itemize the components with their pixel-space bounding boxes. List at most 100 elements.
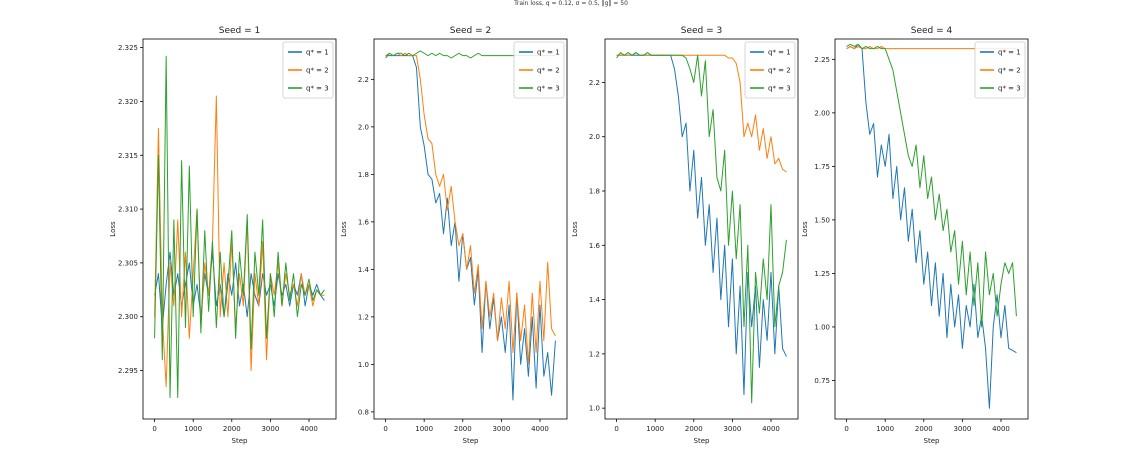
panel-4-ytick-label: 0.75 — [814, 377, 830, 385]
panel-2-xtick-label: 1000 — [415, 425, 433, 433]
panel-2-ytick-label: 1.2 — [358, 313, 369, 321]
panel-1-ytick-label: 2.300 — [118, 313, 138, 321]
panel-4-ylabel: Loss — [801, 221, 809, 237]
panel-1-xtick-label: 2000 — [223, 425, 241, 433]
panel-3-xtick-label: 0 — [614, 425, 618, 433]
panel-2-legend: q* = 1 q* = 2 q* = 3 — [513, 41, 565, 99]
panel-3-ytick-label: 2.2 — [589, 79, 600, 87]
panel-3-legend-label-q3: q* = 3 — [768, 85, 791, 93]
panel-4-ytick-label: 2.00 — [814, 109, 830, 117]
panel-2-ytick-label: 1.6 — [358, 218, 370, 226]
panel-4-legend: q* = 1 q* = 2 q* = 3 — [974, 41, 1026, 99]
panel-4-xtick-label: 0 — [844, 425, 848, 433]
panel-3: Seed = 3 0 1000 2000 3000 4000 1.0 1.2 1.4 1.6 1.8… — [571, 26, 799, 445]
panel-4-xtick-label: 4000 — [992, 425, 1010, 433]
panel-2-ytick-label: 0.8 — [358, 408, 369, 416]
panel-3-xtick-label: 1000 — [646, 425, 664, 433]
panel-1-legend: q* = 1 q* = 2 q* = 3 — [282, 41, 334, 99]
panel-3-ytick-label: 1.6 — [589, 242, 601, 250]
panel-3-ytick-label: 1.8 — [589, 188, 600, 196]
panel-1-ytick-label: 2.310 — [118, 206, 138, 214]
panel-2-xtick-label: 0 — [383, 425, 387, 433]
panel-3-ytick-label: 1.2 — [589, 350, 600, 358]
panel-4-legend-label-q2: q* = 2 — [998, 67, 1021, 75]
panel-4-xtick-label: 1000 — [876, 425, 894, 433]
figure-suptitle: Train loss, q = 0.12, σ = 0.5, ‖g‖ = 50 — [514, 0, 628, 7]
panel-1-xtick-label: 0 — [152, 425, 156, 433]
panel-1-legend-label-q1: q* = 1 — [306, 49, 329, 57]
panel-1-xtick-label: 3000 — [261, 425, 279, 433]
panel-2-ytick-label: 2.0 — [358, 123, 369, 131]
panel-3-line-q2 — [616, 52, 787, 173]
panel-4-ytick-label: 1.50 — [814, 216, 830, 224]
panel-1-ylabel: Loss — [109, 221, 117, 237]
panel-2-xlabel: Step — [463, 437, 479, 445]
panel-4-legend-label-q1: q* = 1 — [998, 49, 1021, 57]
panel-1-legend-label-q2: q* = 2 — [306, 67, 329, 75]
panel-2-ylabel: Loss — [340, 221, 348, 237]
panel-4-line-q1 — [846, 43, 1017, 409]
panel-4-ytick-label: 1.25 — [814, 270, 830, 278]
panel-2-xtick-label: 3000 — [492, 425, 510, 433]
panel-3-ytick-label: 1.0 — [589, 405, 600, 413]
panel-3-title: Seed = 3 — [681, 26, 723, 36]
panel-1-legend-box — [282, 41, 334, 99]
panel-1: Seed = 1 0 1000 2000 3000 4000 2.295 2.300 2.305… — [109, 26, 337, 445]
panel-1-ytick-label: 2.315 — [118, 152, 138, 160]
panel-1-xtick-label: 1000 — [184, 425, 202, 433]
panel-1-line-q3 — [154, 55, 325, 398]
panel-1-title: Seed = 1 — [219, 26, 261, 36]
panel-4-ytick-label: 1.00 — [814, 323, 830, 331]
panel-2-legend-label-q1: q* = 1 — [537, 49, 560, 57]
panel-2-ytick-label: 1.4 — [358, 266, 370, 274]
panel-2-line-q2 — [385, 52, 556, 365]
panel-2-ytick-label: 1.8 — [358, 171, 369, 179]
panel-1-ytick-label: 2.320 — [118, 98, 138, 106]
panel-2-ytick-label: 2.2 — [358, 76, 369, 84]
panel-3-legend-label-q1: q* = 1 — [768, 49, 791, 57]
panel-2-legend-label-q3: q* = 3 — [537, 85, 560, 93]
panel-4-xtick-label: 2000 — [915, 425, 933, 433]
panel-1-xlabel: Step — [232, 437, 248, 445]
panel-3-legend: q* = 1 q* = 2 q* = 3 — [744, 41, 796, 99]
panel-4-line-q3 — [846, 43, 1017, 328]
panel-3-xtick-label: 3000 — [723, 425, 741, 433]
panel-2-ytick-label: 1.0 — [358, 361, 369, 369]
panel-3-ylabel: Loss — [571, 221, 579, 237]
panel-4-legend-box — [974, 41, 1026, 99]
panel-4-frame — [834, 38, 1029, 420]
panel-2-legend-label-q2: q* = 2 — [537, 67, 560, 75]
panel-2-frame — [373, 38, 568, 420]
panel-2-title: Seed = 2 — [450, 26, 492, 36]
panel-1-ytick-label: 2.325 — [118, 44, 138, 52]
panel-4-xlabel: Step — [924, 437, 940, 445]
panel-1-frame — [142, 38, 337, 420]
panel-4-ytick-label: 2.25 — [814, 56, 830, 64]
panel-3-ytick-label: 1.4 — [589, 296, 601, 304]
panel-2-xtick-label: 2000 — [454, 425, 472, 433]
panel-2-legend-box — [513, 41, 565, 99]
panel-4-legend-label-q3: q* = 3 — [998, 85, 1021, 93]
panel-3-ytick-label: 2.0 — [589, 133, 600, 141]
panel-3-frame — [604, 38, 799, 420]
panel-2: Seed = 2 0 1000 2000 3000 4000 0.8 1.0 1.2 1.4 1.6… — [340, 26, 568, 445]
panel-2-line-q1 — [385, 55, 556, 401]
panel-1-ytick-label: 2.295 — [118, 367, 138, 375]
panel-2-xtick-label: 4000 — [531, 425, 549, 433]
panel-3-line-q3 — [616, 52, 787, 404]
panel-4: Seed = 4 0 1000 2000 3000 4000 0.75 1.00 1.25 1.5… — [801, 26, 1029, 445]
panel-1-xtick-label: 4000 — [300, 425, 318, 433]
panel-1-legend-label-q3: q* = 3 — [306, 85, 329, 93]
panel-4-ytick-label: 1.75 — [814, 163, 830, 171]
panel-3-legend-label-q2: q* = 2 — [768, 67, 791, 75]
panel-3-legend-box — [744, 41, 796, 99]
panel-3-xtick-label: 4000 — [762, 425, 780, 433]
panel-3-xtick-label: 2000 — [685, 425, 703, 433]
panel-4-title: Seed = 4 — [911, 26, 953, 36]
panel-3-xlabel: Step — [694, 437, 710, 445]
panel-3-line-q1 — [616, 54, 787, 396]
panel-4-xtick-label: 3000 — [953, 425, 971, 433]
panel-1-ytick-label: 2.305 — [118, 259, 138, 267]
